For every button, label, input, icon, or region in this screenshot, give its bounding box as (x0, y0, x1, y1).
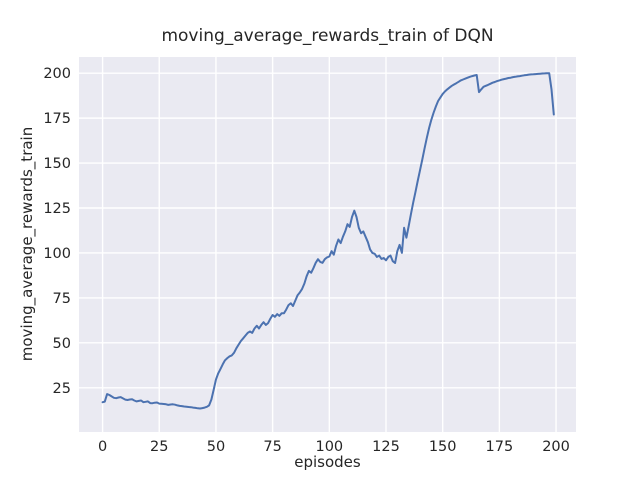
x-tick-label: 50 (207, 439, 225, 455)
x-tick-label: 125 (372, 439, 400, 455)
x-tick-label: 25 (150, 439, 168, 455)
y-tick-label: 100 (43, 246, 71, 262)
data-line (101, 72, 555, 410)
y-axis-label: moving_average_rewards_train (18, 126, 36, 362)
y-tick-label: 200 (43, 66, 71, 82)
y-tick-label: 25 (53, 381, 71, 397)
y-tick-label: 75 (53, 291, 71, 307)
x-tick-label: 75 (263, 439, 281, 455)
chart-title: moving_average_rewards_train of DQN (161, 26, 494, 46)
x-tick-label: 0 (98, 439, 107, 455)
y-tick-label: 150 (43, 156, 71, 172)
x-tick-label: 175 (486, 439, 514, 455)
x-tick-label: 150 (429, 439, 457, 455)
x-tick-label: 100 (315, 439, 343, 455)
x-tick-label: 200 (542, 439, 570, 455)
plot-area (79, 57, 576, 432)
y-tick-label: 175 (43, 111, 71, 127)
y-tick-label: 50 (53, 336, 71, 352)
x-axis-label: episodes (294, 453, 361, 471)
y-tick-label: 125 (43, 201, 71, 217)
